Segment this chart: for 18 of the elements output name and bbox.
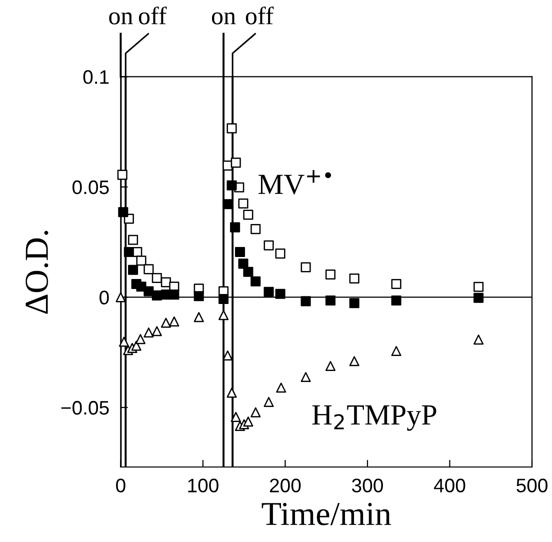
ref-line-label: on xyxy=(109,12,133,24)
x-tick-label: 300 xyxy=(352,478,383,492)
y-tick-label: 0.05 xyxy=(72,180,109,194)
ref-line-label: off xyxy=(138,6,167,24)
annotation: H$_{2}$TMPyP xyxy=(312,405,436,431)
ref-line-label: on xyxy=(212,12,236,24)
y-tick-label: 0 xyxy=(100,290,109,304)
y-tick-label: −0.05 xyxy=(61,400,109,415)
y-tick-label: 0.1 xyxy=(83,70,109,84)
annotation: MV$^{+•}$ xyxy=(258,170,332,194)
x-tick-label: 400 xyxy=(434,478,466,492)
ref-line-label: off xyxy=(246,6,274,24)
x-tick-label: 500 xyxy=(516,478,548,492)
x-tick-label: 100 xyxy=(188,478,218,492)
x-tick-label: 0 xyxy=(116,478,126,492)
x-tick-label: 200 xyxy=(270,478,301,492)
x-axis-title: Time/min xyxy=(262,502,391,526)
y-axis-title: ΔO.D. xyxy=(26,230,48,314)
